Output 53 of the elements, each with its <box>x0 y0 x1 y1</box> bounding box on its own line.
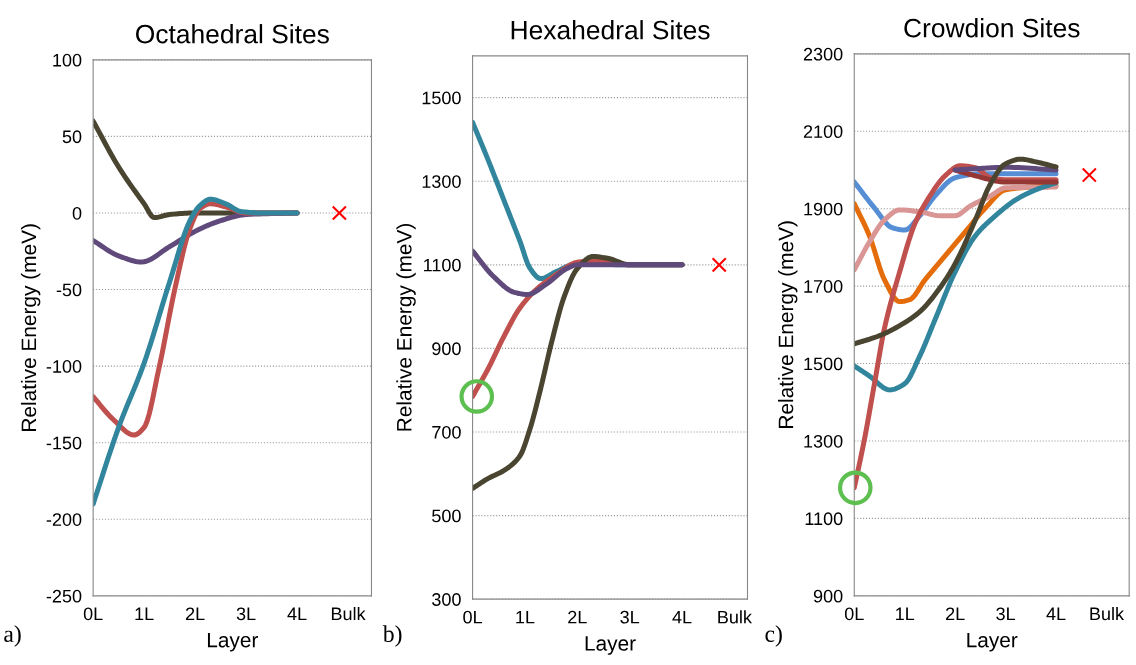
x-tick-label: Bulk <box>718 610 752 624</box>
x-tick-label: 3L <box>996 607 1016 621</box>
y-tick-label: -150 <box>46 436 82 450</box>
text: a) <box>4 625 21 647</box>
y-tick-label: 100 <box>53 53 82 67</box>
x-axis-title: Layer <box>207 632 259 652</box>
y-tick-label: 700 <box>432 425 461 439</box>
chart-title: Octahedral Sites <box>136 24 329 44</box>
x-tick-label: 0L <box>463 610 483 624</box>
y-tick-label: 50 <box>62 130 82 144</box>
x-tick-label: 2L <box>946 607 965 621</box>
text: b) <box>382 625 402 647</box>
x-tick-label: 4L <box>287 607 307 621</box>
x-tick-label: 2L <box>185 607 205 621</box>
x-tick-label: 4L <box>1046 607 1066 621</box>
y-tick-label: 1700 <box>804 280 843 293</box>
x-tick-label: Bulk <box>1090 606 1125 621</box>
chart-title: Hexahedral Sites <box>511 20 710 40</box>
y-tick-label: 300 <box>432 593 461 606</box>
x-tick-label: 3L <box>236 607 256 621</box>
x-tick-label: 0L <box>83 607 103 621</box>
x-tick-label: Bulk <box>331 606 366 621</box>
y-tick-label: 1300 <box>422 175 461 188</box>
x-tick-label: 0L <box>844 607 864 621</box>
y-tick-label: -100 <box>46 360 82 373</box>
y-axis-title: Relative Energy (meV) <box>778 221 798 428</box>
y-tick-label: 500 <box>432 509 461 523</box>
y-tick-label: 2100 <box>803 125 843 139</box>
y-axis-title: Relative Energy (meV) <box>396 224 416 431</box>
x-tick-label: 4L <box>672 610 692 624</box>
x-tick-label: 1L <box>516 610 535 624</box>
y-tick-label: 0 <box>72 206 82 220</box>
x-tick-label: 1L <box>896 607 915 621</box>
x-axis-title: Layer <box>967 632 1018 652</box>
y-tick-label: 1100 <box>424 258 461 272</box>
y-tick-label: -250 <box>46 589 82 603</box>
x-axis-title: Layer <box>585 636 636 655</box>
y-tick-label: 1500 <box>422 91 461 105</box>
y-tick-label: 1500 <box>804 357 843 371</box>
y-tick-label: 2300 <box>803 47 843 61</box>
x-tick-label: 2L <box>568 610 587 624</box>
chart-title: Crowdion Sites <box>904 18 1080 38</box>
y-tick-label: 1900 <box>804 202 843 216</box>
y-axis-title: Relative Energy (meV) <box>20 224 41 431</box>
x-tick-label: 3L <box>620 610 640 624</box>
y-tick-label: -50 <box>56 283 82 297</box>
text: c) <box>765 625 782 647</box>
y-tick-label: 900 <box>432 342 461 356</box>
x-tick-label: 1L <box>135 607 154 621</box>
y-tick-label: -200 <box>46 513 82 526</box>
y-tick-label: 900 <box>813 589 843 603</box>
y-tick-label: 1100 <box>805 512 843 526</box>
y-tick-label: 1300 <box>804 434 843 448</box>
